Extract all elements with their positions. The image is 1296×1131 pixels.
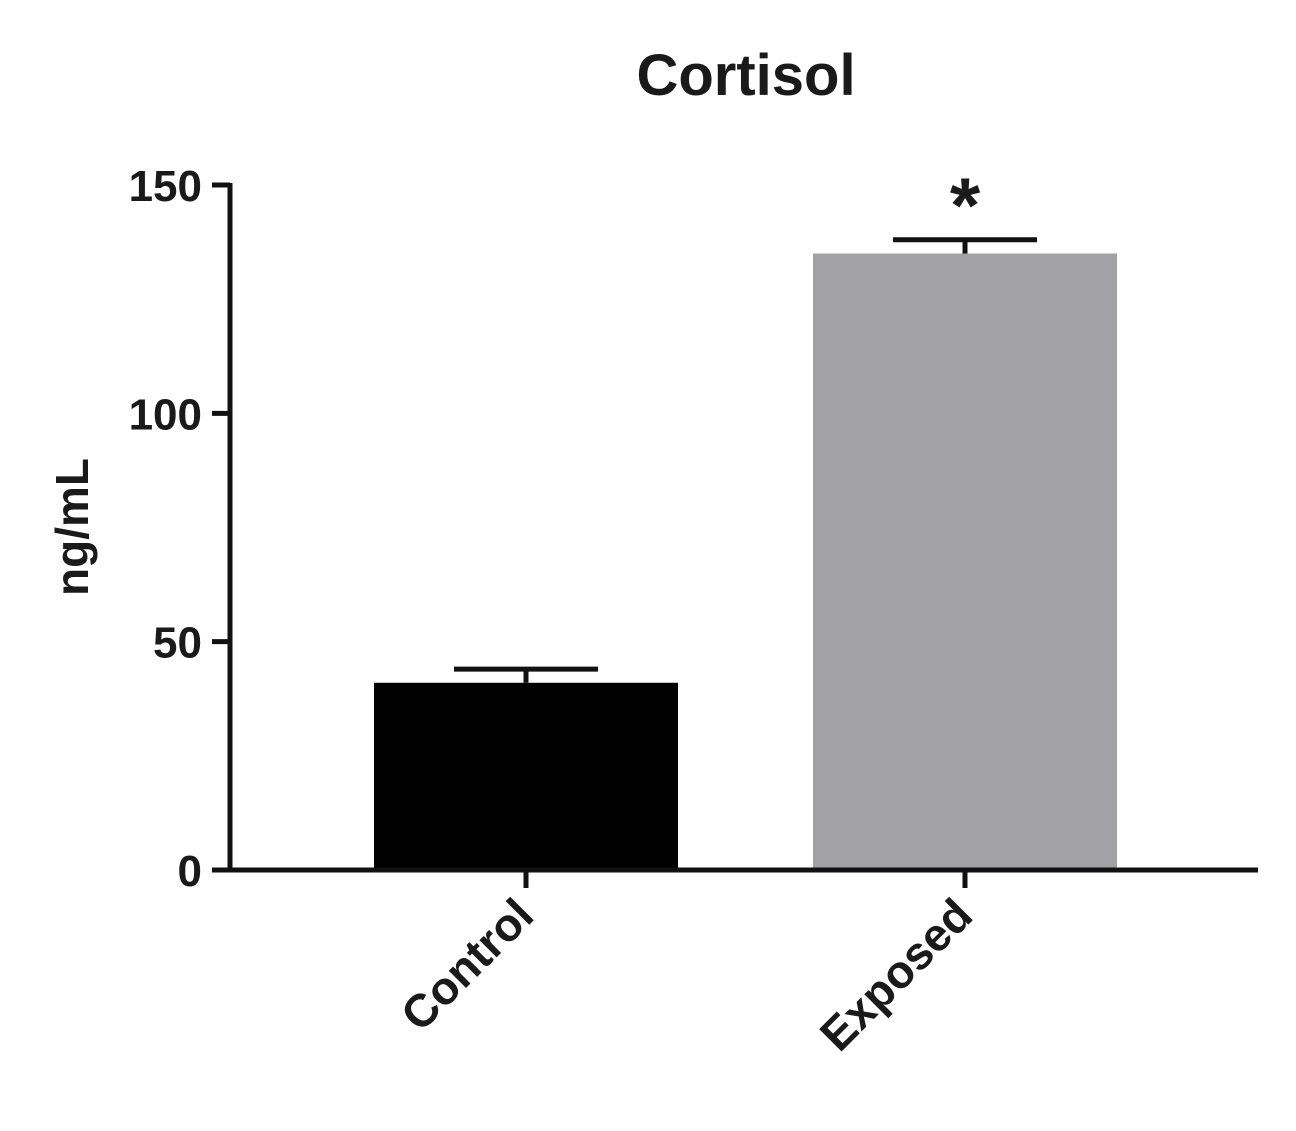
y-tick-label: 150 [129, 162, 202, 211]
axes [227, 183, 1258, 873]
bar-control [374, 682, 678, 870]
x-category-label: Control [391, 888, 543, 1040]
error-bars [454, 237, 1037, 683]
bars [374, 253, 1117, 870]
annotations: * [950, 161, 981, 249]
y-axis-label: ng/mL [46, 458, 98, 596]
y-tick-label: 100 [129, 390, 202, 439]
chart-title: Cortisol [636, 43, 855, 108]
y-axis-ticks: 0 50 100 150 [129, 162, 230, 896]
x-axis-categories: Control Exposed [391, 870, 982, 1061]
significance-marker: * [950, 161, 981, 249]
y-tick-label: 50 [153, 619, 202, 668]
y-tick-label: 0 [178, 847, 202, 896]
bar-exposed [813, 253, 1117, 870]
x-category-label: Exposed [810, 888, 982, 1060]
